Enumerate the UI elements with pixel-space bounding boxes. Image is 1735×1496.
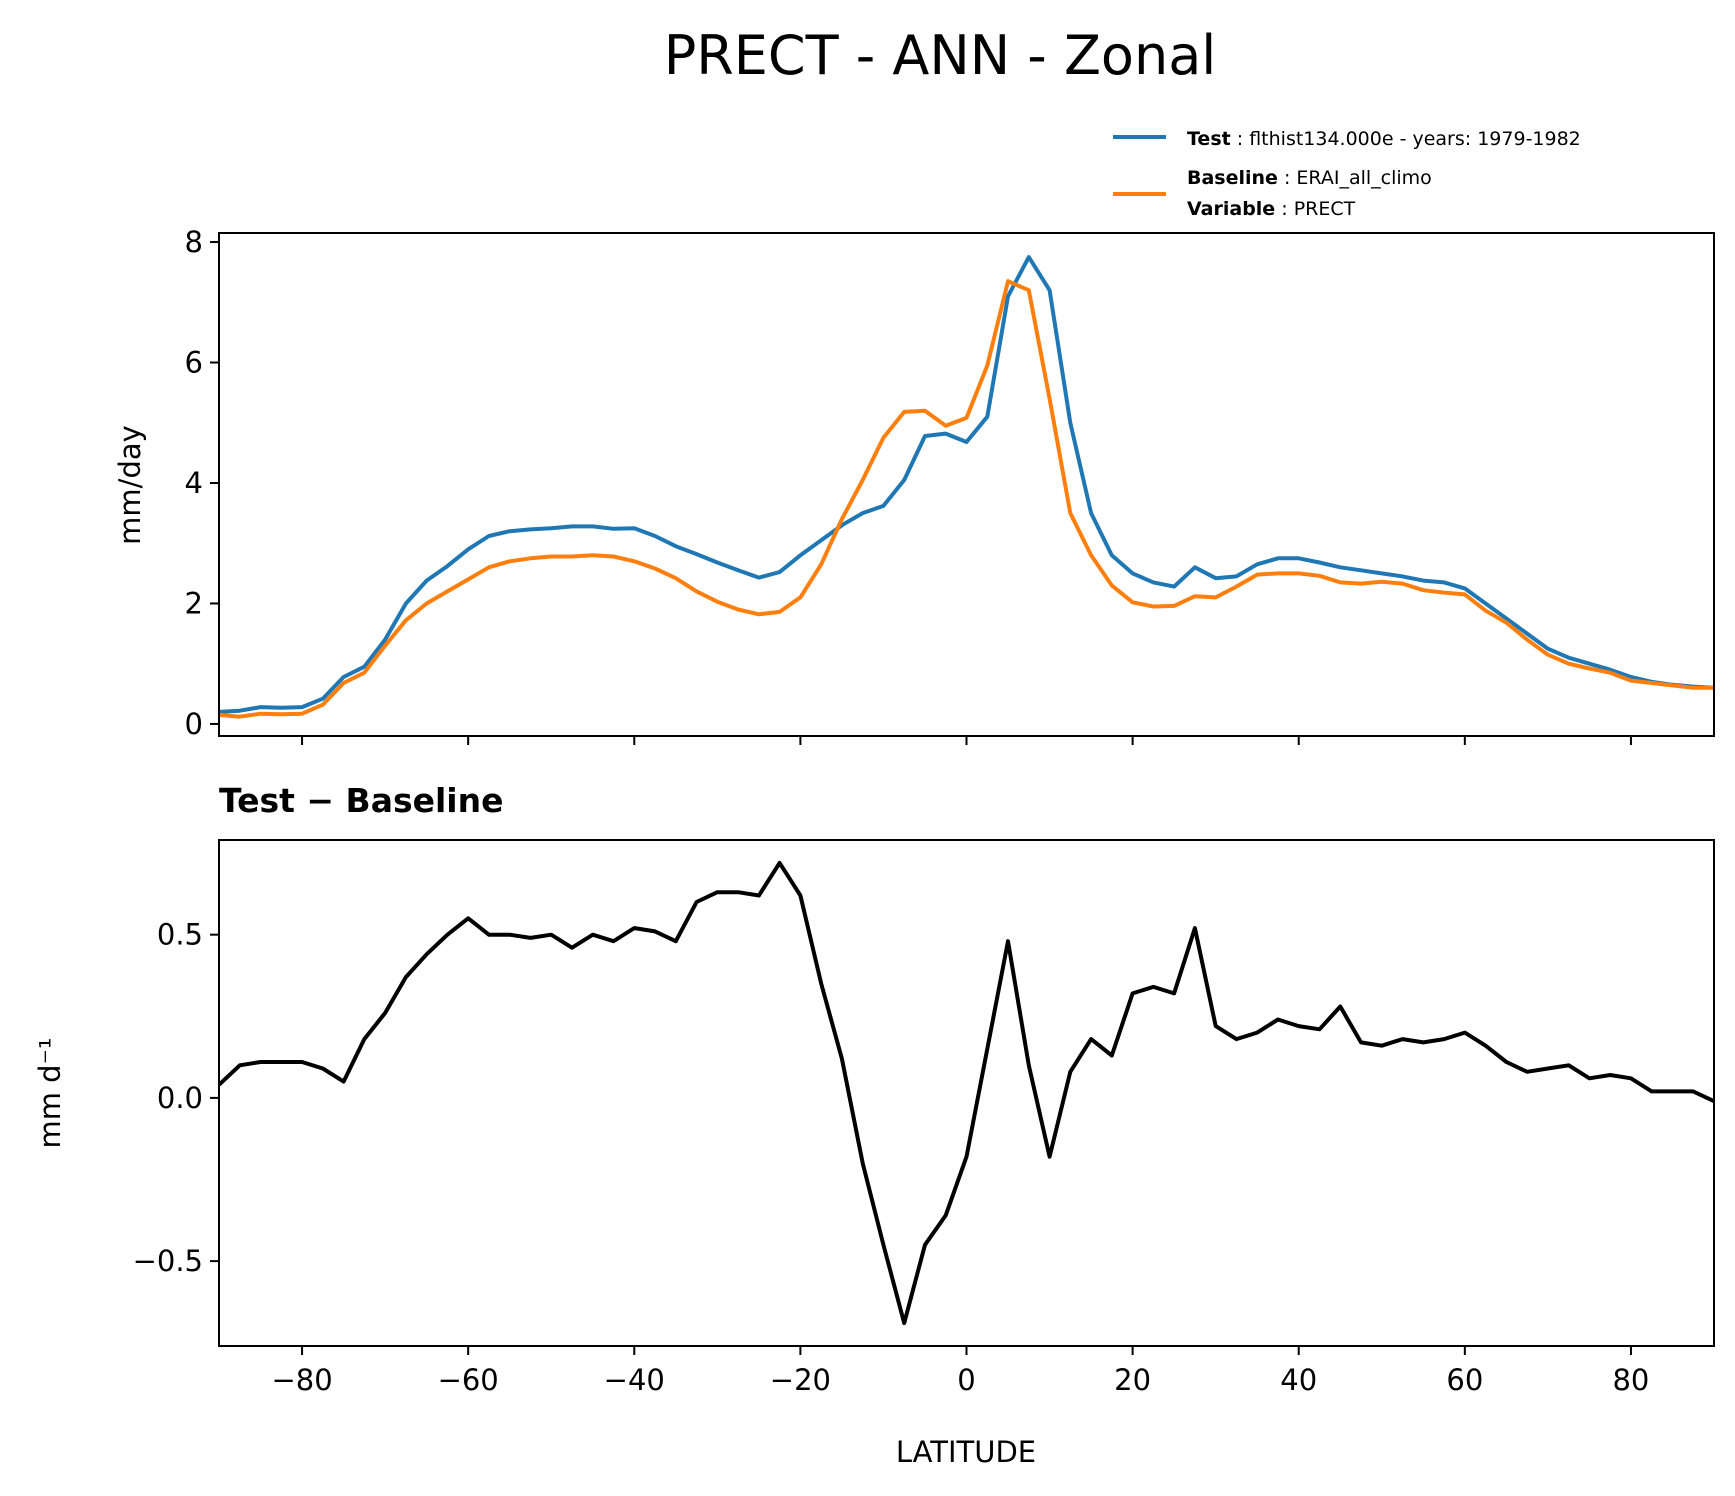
bottom-x-tick-label: −60 (438, 1363, 499, 1397)
bottom-series-line-test-baseline (217, 860, 1715, 1326)
figure-title: PRECT - ANN - Zonal (664, 24, 1217, 87)
x-axis-label: LATITUDE (896, 1435, 1036, 1469)
top-y-tick-label: 8 (185, 225, 203, 259)
bottom-x-tick-label: 80 (1612, 1363, 1649, 1397)
legend-test-value: flthist134.000e - years: 1979-1982 (1249, 128, 1581, 150)
legend-baseline-entry: Baseline : ERAI_all_climo (1187, 167, 1432, 189)
top-x-ticks (301, 736, 1632, 745)
legend: Test : flthist134.000e - years: 1979-198… (1113, 128, 1581, 220)
top-y-ticks: 0 2 4 6 8 (185, 225, 219, 741)
bottom-x-tick-label: 20 (1114, 1363, 1151, 1397)
bottom-axes-frame (218, 839, 1715, 1347)
top-panel: 0 2 4 6 8 mm/day (113, 225, 1715, 745)
top-series-group (218, 255, 1715, 719)
legend-test-key: Test (1187, 128, 1231, 150)
bottom-y-tick-label: −0.5 (133, 1244, 203, 1278)
top-y-tick-label: 2 (185, 586, 203, 620)
bottom-x-tick-label: −80 (271, 1363, 332, 1397)
bottom-y-tick-label: 0.0 (157, 1081, 203, 1115)
bottom-x-ticks: −80 −60 −40 −20 0 20 40 60 80 (271, 1346, 1649, 1397)
bottom-y-ticks: −0.5 0.0 0.5 (133, 918, 219, 1278)
top-y-tick-label: 0 (185, 707, 203, 741)
top-y-axis-label: mm/day (113, 425, 147, 545)
top-series-line-baseline (218, 279, 1714, 719)
bottom-x-tick-label: 40 (1280, 1363, 1317, 1397)
legend-variable-entry: Variable : PRECT (1187, 198, 1356, 220)
bottom-x-tick-label: −40 (604, 1363, 665, 1397)
bottom-panel: Test − Baseline −0.5 0.0 0.5 −80 −60 −40 −20 0… (33, 781, 1715, 1469)
bottom-y-tick-label: 0.5 (157, 918, 203, 952)
bottom-series-group (217, 860, 1715, 1326)
top-y-tick-label: 6 (185, 346, 203, 380)
legend-test-entry: Test : flthist134.000e - years: 1979-198… (1187, 128, 1581, 150)
bottom-x-tick-label: 0 (957, 1363, 975, 1397)
legend-baseline-key: Baseline (1187, 167, 1278, 189)
legend-variable-value: PRECT (1294, 198, 1356, 220)
top-series-line-test (218, 255, 1715, 714)
top-axes-frame (218, 232, 1715, 737)
legend-variable-key: Variable (1187, 198, 1275, 220)
top-y-tick-label: 4 (185, 466, 203, 500)
bottom-x-tick-label: 60 (1446, 1363, 1483, 1397)
bottom-panel-title: Test − Baseline (219, 781, 504, 820)
bottom-x-tick-label: −20 (770, 1363, 831, 1397)
bottom-y-axis-label: mm d⁻¹ (33, 1037, 67, 1148)
legend-baseline-value: ERAI_all_climo (1296, 167, 1431, 189)
